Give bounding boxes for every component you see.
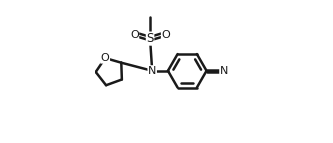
- Text: O: O: [101, 53, 110, 63]
- Text: S: S: [147, 32, 154, 45]
- Text: O: O: [162, 30, 170, 40]
- Text: O: O: [130, 30, 139, 40]
- Text: N: N: [148, 66, 157, 76]
- Text: N: N: [220, 66, 228, 76]
